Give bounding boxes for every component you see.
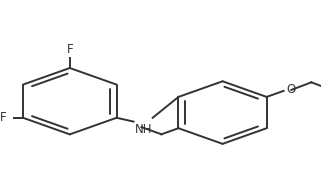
Text: F: F (66, 43, 73, 56)
Text: O: O (286, 83, 295, 96)
Text: F: F (0, 111, 6, 124)
Text: NH: NH (135, 123, 153, 136)
